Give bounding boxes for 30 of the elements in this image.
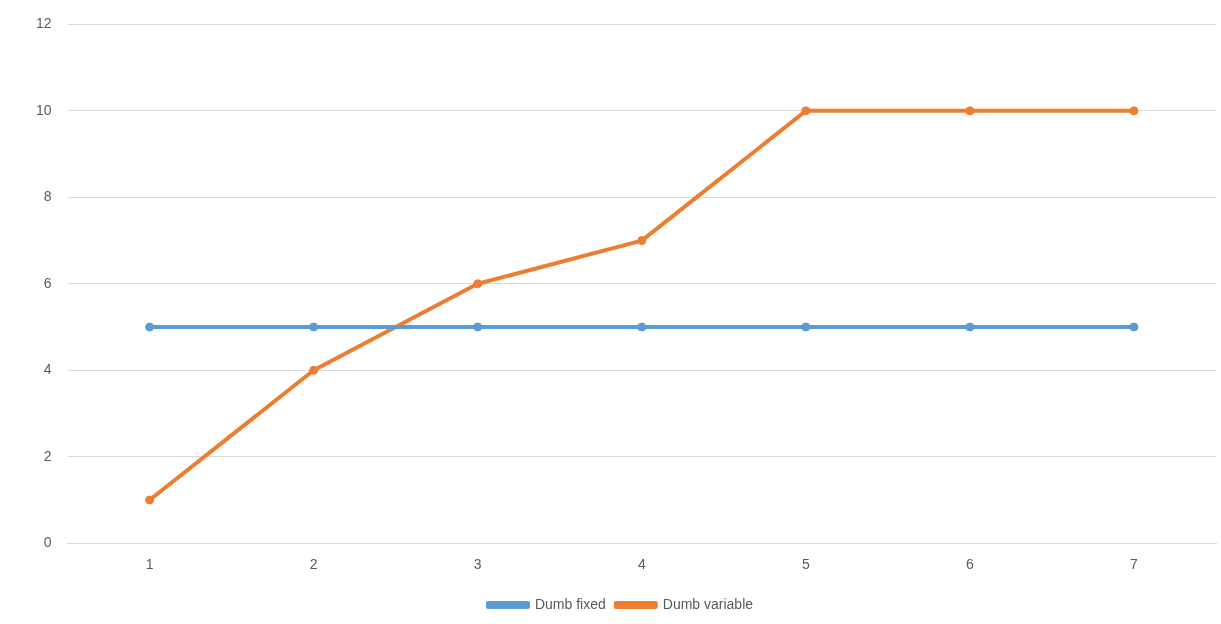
point: [309, 322, 319, 332]
x-tick-label: 3: [473, 556, 482, 573]
x-tick-label: 4: [637, 556, 646, 573]
x-tick-label: 5: [801, 556, 810, 573]
y-tick-label: 8: [43, 188, 52, 205]
x-tick-label: 2: [309, 556, 318, 573]
point: [145, 495, 155, 505]
point: [473, 322, 483, 332]
y-tick-label: 12: [35, 15, 52, 32]
x-tick-label: 6: [966, 556, 975, 573]
point: [801, 106, 811, 116]
point: [965, 106, 975, 116]
point: [801, 322, 811, 332]
y-tick-label: 10: [35, 101, 52, 118]
y-tick-label: 2: [43, 447, 52, 464]
y-tick-label: 4: [43, 361, 52, 378]
point: [145, 322, 155, 332]
point: [965, 322, 975, 332]
legend-label: Dumb fixed: [534, 595, 606, 612]
point: [309, 365, 319, 375]
y-tick-label: 0: [43, 534, 52, 551]
point: [1129, 322, 1139, 332]
point: [473, 279, 483, 289]
point: [1129, 106, 1139, 116]
point: [637, 322, 647, 332]
x-tick-label: 1: [145, 556, 154, 573]
point: [637, 236, 647, 246]
legend-label: Dumb variable: [662, 595, 754, 612]
x-tick-label: 7: [1130, 556, 1139, 573]
y-tick-label: 6: [43, 274, 52, 291]
